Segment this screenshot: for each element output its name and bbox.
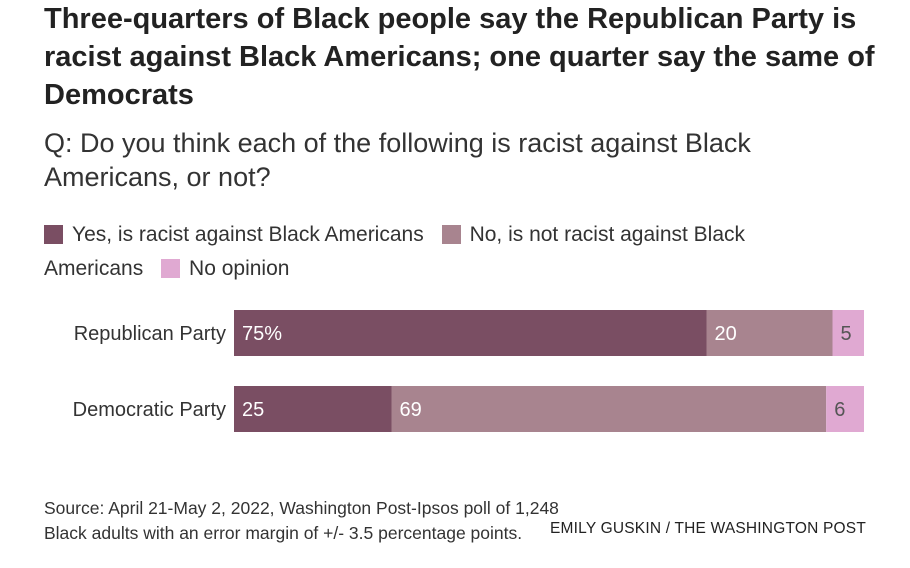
category-label: Democratic Party (73, 399, 226, 421)
bar-segment (391, 386, 827, 432)
legend-label-no-opinion: No opinion (189, 257, 290, 280)
bar-segment (826, 386, 864, 432)
chart-subtitle: Q: Do you think each of the following is… (44, 128, 751, 192)
legend-item-yes: Yes, is racist against Black Americans (44, 223, 430, 246)
stacked-bar-chart: Republican Party 75% 20 5 Democratic Party 25… (73, 310, 864, 432)
bar-segment (832, 310, 864, 356)
source-note: Source: April 21-May 2, 2022, Washington… (44, 498, 559, 543)
legend-item-no: No, is not racist against Black American… (44, 223, 745, 280)
legend-swatch-yes (44, 225, 63, 244)
data-label: 25 (242, 399, 264, 421)
legend-label-no: No, is not racist against Black American… (44, 223, 746, 280)
legend: Yes, is racist against Black Americans N… (44, 218, 844, 286)
bar-segment (706, 310, 833, 356)
data-label: 69 (400, 399, 422, 421)
legend-swatch-no (441, 225, 461, 244)
data-label: 6 (834, 399, 845, 421)
legend-label-yes: Yes, is racist against Black Americans (72, 223, 424, 246)
legend-item-no-opinion: No opinion (161, 257, 289, 280)
data-label: 75% (242, 323, 282, 345)
bar-segment (234, 310, 707, 356)
data-label: 5 (841, 323, 852, 345)
credit-line: EMILY GUSKIN / THE WASHINGTON POST (550, 520, 866, 537)
legend-swatch-no-opinion (161, 259, 181, 278)
bar-segment (234, 386, 392, 432)
chart-title: Three-quarters of Black people say the R… (44, 3, 875, 111)
category-label: Republican Party (74, 323, 226, 345)
data-label: 20 (715, 323, 737, 345)
